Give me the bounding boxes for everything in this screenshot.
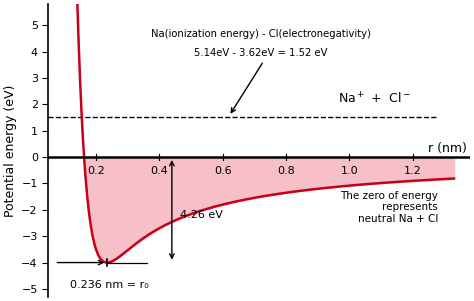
Text: 0.8: 0.8 bbox=[277, 166, 295, 176]
Text: Na$^+$ +  Cl$^-$: Na$^+$ + Cl$^-$ bbox=[338, 92, 411, 107]
Text: 5.14eV - 3.62eV = 1.52 eV: 5.14eV - 3.62eV = 1.52 eV bbox=[194, 48, 328, 58]
Text: 4.26 eV: 4.26 eV bbox=[180, 210, 223, 220]
Text: The zero of energy
represents
neutral Na + Cl: The zero of energy represents neutral Na… bbox=[340, 191, 438, 224]
Text: 1.2: 1.2 bbox=[404, 166, 422, 176]
Text: r (nm): r (nm) bbox=[428, 142, 467, 155]
Text: Na(ionization energy) - Cl(electronegativity): Na(ionization energy) - Cl(electronegati… bbox=[151, 29, 371, 39]
Text: 0.236 nm = r₀: 0.236 nm = r₀ bbox=[71, 280, 149, 290]
Text: 0.4: 0.4 bbox=[150, 166, 168, 176]
Text: 0.2: 0.2 bbox=[87, 166, 105, 176]
Text: 1.0: 1.0 bbox=[340, 166, 358, 176]
Text: 0.6: 0.6 bbox=[214, 166, 231, 176]
Y-axis label: Potential energy (eV): Potential energy (eV) bbox=[4, 84, 17, 217]
